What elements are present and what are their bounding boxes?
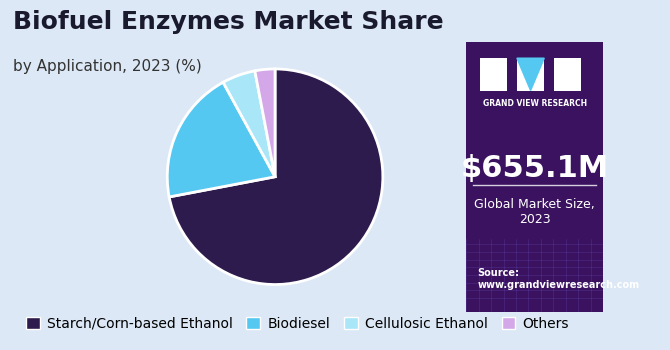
Wedge shape <box>169 69 383 285</box>
Text: Biofuel Enzymes Market Share: Biofuel Enzymes Market Share <box>13 10 444 35</box>
Text: Global Market Size,
2023: Global Market Size, 2023 <box>474 198 595 226</box>
FancyBboxPatch shape <box>554 58 581 91</box>
Text: by Application, 2023 (%): by Application, 2023 (%) <box>13 60 202 75</box>
Text: Source:
www.grandviewresearch.com: Source: www.grandviewresearch.com <box>477 268 639 290</box>
Text: $655.1M: $655.1M <box>460 154 609 183</box>
Wedge shape <box>255 69 275 177</box>
Text: GRAND VIEW RESEARCH: GRAND VIEW RESEARCH <box>482 99 587 108</box>
FancyBboxPatch shape <box>517 58 544 91</box>
Polygon shape <box>517 58 544 91</box>
FancyBboxPatch shape <box>480 58 507 91</box>
Legend: Starch/Corn-based Ethanol, Biodiesel, Cellulosic Ethanol, Others: Starch/Corn-based Ethanol, Biodiesel, Ce… <box>20 311 574 336</box>
Wedge shape <box>168 82 275 197</box>
Wedge shape <box>223 71 275 177</box>
